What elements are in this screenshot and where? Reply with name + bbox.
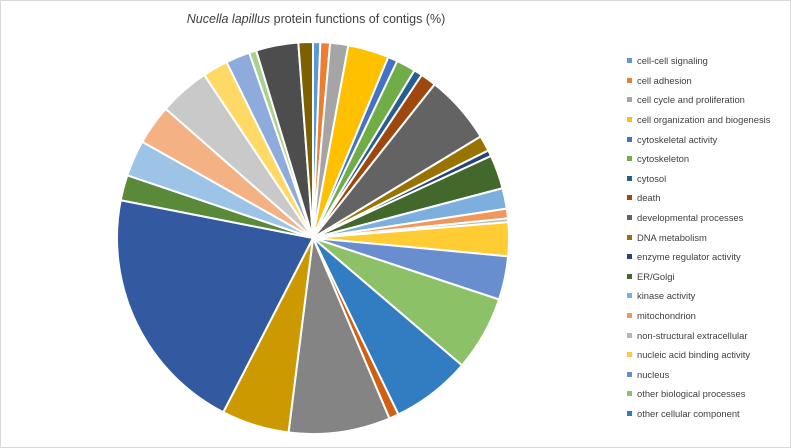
legend-label: developmental processes <box>637 212 744 224</box>
legend-label: cytoskeletal activity <box>637 133 718 145</box>
legend-swatch <box>627 215 632 221</box>
legend-item: non-structural extracellular <box>627 325 791 345</box>
legend-label: cell cycle and proliferation <box>637 94 745 106</box>
legend-item: cytoskeleton <box>627 149 791 169</box>
legend-swatch <box>627 156 632 162</box>
legend-swatch <box>627 77 632 83</box>
legend-item: cell adhesion <box>627 71 791 91</box>
legend-label: cell-cell signaling <box>637 55 708 67</box>
pie-slice-20 <box>287 234 391 435</box>
legend-label: cell adhesion <box>637 74 692 86</box>
chart-legend: cell-cell signaling cell adhesion cell cyc… <box>627 51 791 423</box>
legend-label: DNA metabolism <box>637 231 707 243</box>
legend-swatch <box>627 293 632 299</box>
pie-slice-22 <box>116 199 315 414</box>
legend-label: other cellular component <box>637 407 740 419</box>
legend-item: kinase activity <box>627 286 791 306</box>
legend-label: kinase activity <box>637 290 696 302</box>
legend-swatch <box>627 332 632 338</box>
legend-item: death <box>627 188 791 208</box>
legend-label: cytosol <box>637 172 667 184</box>
legend-item: nucleus <box>627 365 791 385</box>
legend-label: death <box>637 192 661 204</box>
legend-swatch <box>627 313 632 319</box>
legend-swatch <box>627 175 632 181</box>
legend-item: mitochondrion <box>627 306 791 326</box>
legend-label: other biological processes <box>637 388 746 400</box>
legend-label: nucleus <box>637 368 670 380</box>
legend-item: DNA metabolism <box>627 227 791 247</box>
legend-swatch <box>627 234 632 240</box>
legend-swatch <box>627 58 632 64</box>
legend-item: developmental processes <box>627 208 791 228</box>
legend-swatch <box>627 352 632 358</box>
legend-item: cytosol <box>627 169 791 189</box>
chart-title-text: protein functions of contigs (%) <box>270 12 446 26</box>
legend-swatch <box>627 195 632 201</box>
chart-title: Nucella lapillus protein functions of co… <box>1 12 631 26</box>
legend-swatch <box>627 410 632 416</box>
pie-slice-31 <box>297 40 314 239</box>
legend-swatch <box>627 254 632 260</box>
legend-item: cytoskeletal activity <box>627 129 791 149</box>
legend-item: cell-cell signaling <box>627 51 791 71</box>
legend-item: enzyme regulator activity <box>627 247 791 267</box>
legend-swatch <box>627 136 632 142</box>
legend-swatch <box>627 97 632 103</box>
legend-item: other biological processes <box>627 384 791 404</box>
legend-item: nucleic acid binding activity <box>627 345 791 365</box>
legend-label: non-structural extracellular <box>637 329 748 341</box>
legend-item: cell cycle and proliferation <box>627 90 791 110</box>
legend-swatch <box>627 371 632 377</box>
legend-label: cell organization and biogenesis <box>637 114 771 126</box>
legend-item: ER/Golgi <box>627 267 791 287</box>
legend-label: enzyme regulator activity <box>637 251 741 263</box>
legend-label: mitochondrion <box>637 310 696 322</box>
legend-label: ER/Golgi <box>637 270 675 282</box>
legend-label: cytoskeleton <box>637 153 690 165</box>
legend-swatch <box>627 117 632 123</box>
legend-swatch <box>627 273 632 279</box>
chart-title-species: Nucella lapillus <box>186 12 271 26</box>
legend-item: other cellular component <box>627 404 791 424</box>
legend-label: nucleic acid binding activity <box>637 349 751 361</box>
legend-item: cell organization and biogenesis <box>627 110 791 130</box>
legend-swatch <box>627 391 632 397</box>
